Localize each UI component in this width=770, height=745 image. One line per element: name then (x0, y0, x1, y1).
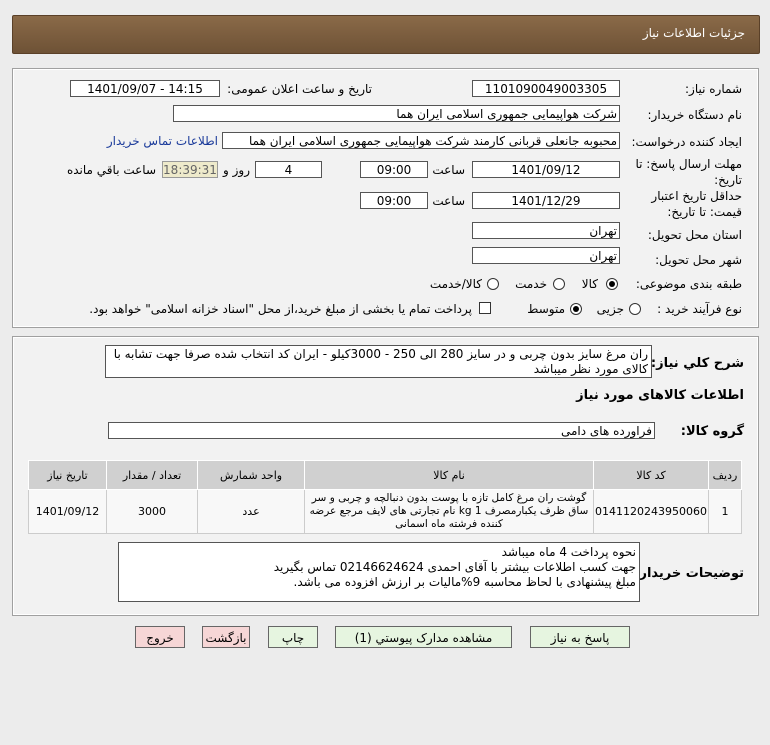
province-field: تهران (472, 222, 620, 239)
col-qty: تعداد / مقدار (106, 460, 199, 490)
col-code: کد کالا (593, 460, 709, 490)
buyer-notes-field: نحوه پرداخت 4 ماه میباشد جهت کسب اطلاعات… (118, 542, 640, 602)
category-label: طبقه بندی موضوعی: (635, 277, 742, 291)
deadline-time-label: ساعت (432, 163, 465, 177)
announce-field: 1401/09/07 - 14:15 (70, 80, 220, 97)
description-label: شرح کلي نیاز: (650, 356, 744, 371)
cell-date: 1401/09/12 (27, 489, 108, 534)
validity-time-label: ساعت (432, 194, 465, 208)
col-date: تاریخ نیاز (27, 460, 108, 490)
category-radio-service[interactable] (553, 278, 565, 290)
table-row: 1 0141120243950060 گوشت ران مرغ کامل تاز… (27, 489, 742, 534)
process-option-medium: متوسط (527, 302, 565, 316)
validity-time-field: 09:00 (360, 192, 428, 209)
category-option-service: خدمت (515, 277, 547, 291)
cell-code: 0141120243950060 (593, 489, 709, 534)
remaining-label: ساعت باقي مانده (66, 163, 156, 177)
back-button[interactable]: بازگشت (202, 626, 250, 648)
goods-group-field: فراورده های دامی (108, 422, 655, 439)
description-field: ران مرغ سایز بدون چربی و در سایز 280 الی… (105, 345, 652, 378)
deadline-date-field: 1401/09/12 (472, 161, 620, 178)
table-header-row: ردیف کد کالا نام کالا واحد شمارش تعداد /… (27, 460, 742, 490)
goods-section-title: اطلاعات کالاهای مورد نیاز (576, 388, 744, 403)
notes-line: جهت کسب اطلاعات بیشتر با آقای احمدی 0214… (273, 560, 636, 574)
view-attachments-button[interactable]: مشاهده مدارک پیوستي (1) (335, 626, 512, 648)
days-field: 4 (255, 161, 322, 178)
category-option-goods: کالا (581, 277, 598, 291)
process-radio-minor[interactable] (629, 303, 641, 315)
need-number-label: شماره نیاز: (685, 82, 742, 96)
validity-date-field: 1401/12/29 (472, 192, 620, 209)
category-radio-goods[interactable] (606, 278, 618, 290)
col-name: نام کالا (304, 460, 595, 490)
need-number-field: 1101090049003305 (472, 80, 620, 97)
cell-qty: 3000 (106, 489, 199, 534)
buyer-label: نام دستگاه خریدار: (647, 108, 743, 122)
page-title: جزئیات اطلاعات نیاز (642, 26, 745, 40)
exit-button[interactable]: خروج (135, 626, 185, 648)
process-label: نوع فرآیند خرید : (657, 302, 742, 316)
cell-row: 1 (708, 489, 742, 534)
city-field: تهران (472, 247, 620, 264)
city-label: شهر محل تحویل: (655, 253, 742, 267)
page-header: جزئیات اطلاعات نیاز (12, 15, 760, 54)
announce-label: تاریخ و ساعت اعلان عمومی: (227, 82, 372, 96)
payment-checkbox[interactable] (479, 302, 491, 314)
payment-note: پرداخت تمام یا بخشی از مبلغ خرید،از محل … (89, 302, 472, 316)
creator-field: محبوبه جانعلی قربانی کارمند شرکت هواپیما… (222, 132, 620, 149)
notes-line: نحوه پرداخت 4 ماه میباشد (501, 545, 636, 559)
goods-table: ردیف کد کالا نام کالا واحد شمارش تعداد /… (27, 460, 742, 534)
buyer-contact-link[interactable]: اطلاعات تماس خریدار (106, 134, 218, 148)
buyer-notes-label: توضیحات خریدار: (634, 566, 744, 581)
reply-button[interactable]: پاسخ به نیاز (530, 626, 630, 648)
deadline-time-field: 09:00 (360, 161, 428, 178)
days-label: روز و (223, 163, 250, 177)
col-row: ردیف (708, 460, 742, 490)
cell-unit: عدد (197, 489, 306, 534)
creator-label: ایجاد کننده درخواست: (631, 135, 742, 149)
print-button[interactable]: چاپ (268, 626, 318, 648)
cell-name: گوشت ران مرغ کامل تازه با پوست بدون دنبا… (304, 489, 595, 534)
goods-group-label: گروه کالا: (680, 424, 744, 439)
category-option-both: کالا/خدمت (429, 277, 482, 291)
province-label: استان محل تحویل: (647, 228, 742, 242)
process-option-minor: جزیی (596, 302, 624, 316)
remaining-time-field: 18:39:31 (162, 161, 218, 178)
col-unit: واحد شمارش (197, 460, 306, 490)
process-radio-medium[interactable] (570, 303, 582, 315)
buyer-field: شرکت هواپیمایی جمهوری اسلامی ایران هما (173, 105, 620, 122)
validity-label: حداقل تاریخ اعتبار قیمت: تا تاریخ: (651, 189, 742, 219)
deadline-label: مهلت ارسال پاسخ: تا تاریخ: (635, 157, 742, 187)
notes-line: مبلغ پیشنهادی با لحاظ محاسبه 9%مالیات بر… (293, 575, 636, 589)
category-radio-both[interactable] (487, 278, 499, 290)
